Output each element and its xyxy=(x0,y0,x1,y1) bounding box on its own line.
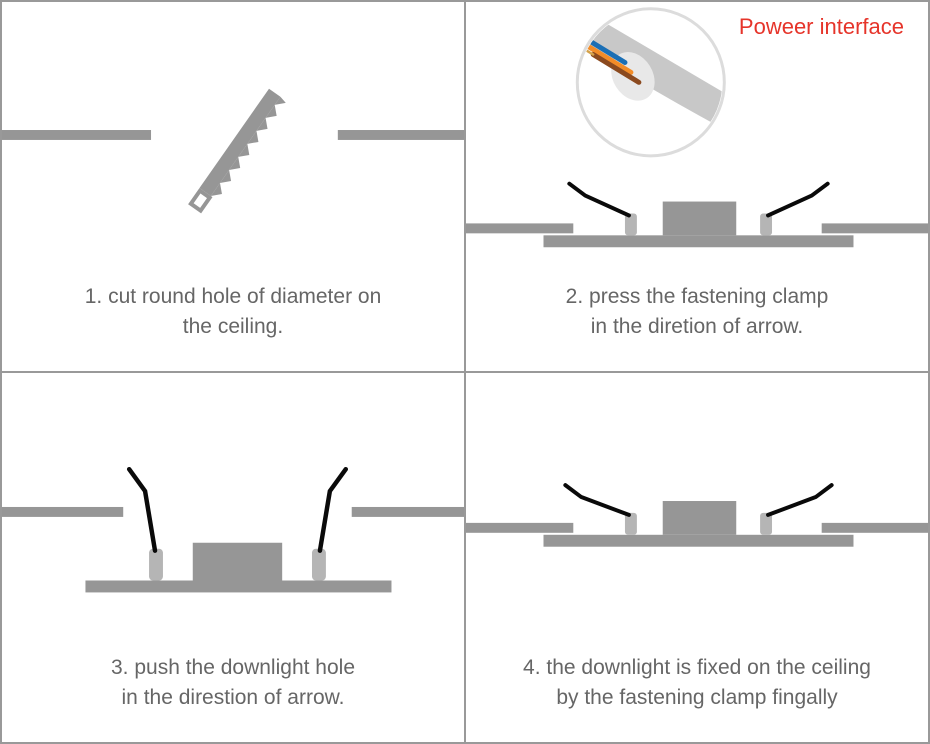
caption-line: in the direstion of arrow. xyxy=(122,686,345,709)
caption-line: the ceiling. xyxy=(183,315,283,338)
caption-line: 3. push the downlight hole xyxy=(111,656,355,679)
panel-3-caption: 3. push the downlight hole in the direst… xyxy=(91,653,375,712)
panel-3-illustration xyxy=(2,373,464,633)
panel-4-caption: 4. the downlight is fixed on the ceiling… xyxy=(503,653,891,712)
panel-2-caption: 2. press the fastening clamp in the dire… xyxy=(546,282,849,341)
instruction-grid: 1. cut round hole of diameter on the cei… xyxy=(0,0,930,744)
caption-line: by the fastening clamp fingally xyxy=(556,686,837,709)
panel-1-caption: 1. cut round hole of diameter on the cei… xyxy=(65,282,402,341)
panel-4-illustration xyxy=(466,373,928,633)
panel-4: 4. the downlight is fixed on the ceiling… xyxy=(465,372,929,743)
caption-line: 1. cut round hole of diameter on xyxy=(85,285,382,308)
panel-1-illustration xyxy=(2,2,464,262)
caption-line: 2. press the fastening clamp xyxy=(566,285,829,308)
panel-2: Poweer interface xyxy=(465,1,929,372)
panel-1: 1. cut round hole of diameter on the cei… xyxy=(1,1,465,372)
panel-2-illustration xyxy=(466,2,928,262)
caption-line: 4. the downlight is fixed on the ceiling xyxy=(523,656,871,679)
panel-3: 3. push the downlight hole in the direst… xyxy=(1,372,465,743)
caption-line: in the diretion of arrow. xyxy=(591,315,803,338)
